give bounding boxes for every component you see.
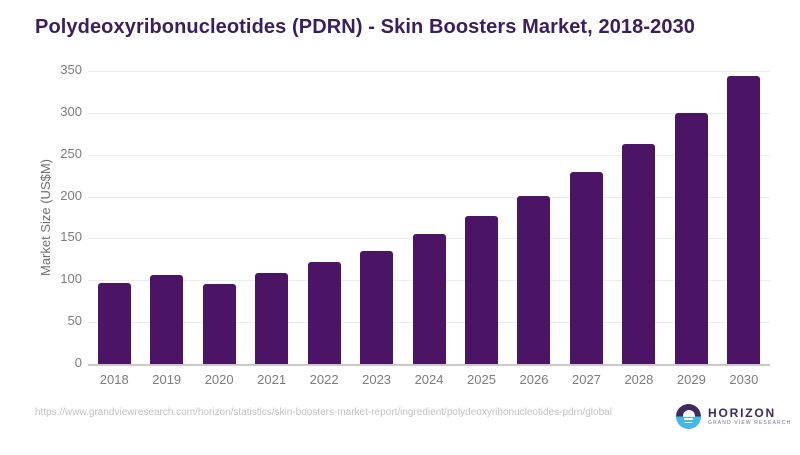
bar-slot-2025 [455, 71, 507, 364]
gridline-200 [88, 196, 770, 198]
x-tick-label-2024: 2024 [414, 372, 444, 387]
bar-2027 [569, 172, 603, 364]
bar-2029 [674, 112, 708, 364]
bar-slot-2018 [88, 71, 140, 364]
bar-slot-2024 [403, 71, 455, 364]
logo-name: HORIZON [708, 405, 776, 420]
gridline-300 [88, 112, 770, 114]
x-tick-label-2028: 2028 [624, 372, 654, 387]
y-tick-label-100: 100 [60, 271, 82, 287]
y-tick-label-50: 50 [67, 313, 82, 329]
y-tick-label-250: 250 [60, 145, 82, 161]
x-tick-label-2023: 2023 [362, 372, 392, 387]
logo-subtitle: GRAND VIEW RESEARCH [708, 419, 792, 426]
gridline-350 [88, 71, 770, 72]
x-tick-label-2022: 2022 [309, 372, 339, 387]
bar-slot-2028 [613, 71, 665, 364]
bar-2028 [622, 143, 656, 364]
bar-slot-2019 [140, 71, 192, 364]
bar-2019 [150, 275, 184, 364]
bar-2022 [307, 261, 341, 364]
x-tick-label-2020: 2020 [204, 372, 234, 387]
x-tick-label-2029: 2029 [676, 372, 706, 387]
bar-slot-2029 [665, 71, 717, 364]
x-tick-label-2027: 2027 [571, 372, 601, 387]
bar-2020 [202, 283, 236, 364]
bars [88, 71, 770, 364]
y-tick-label-150: 150 [60, 229, 82, 245]
gridline-250 [88, 154, 770, 156]
x-tick-label-2018: 2018 [99, 372, 129, 387]
bar-2021 [255, 272, 289, 364]
bar-2030 [727, 76, 761, 364]
bar-2023 [360, 251, 394, 364]
y-tick-label-0: 0 [74, 355, 82, 370]
x-tick-label-2019: 2019 [152, 372, 182, 387]
bar-slot-2026 [508, 71, 560, 364]
x-axis-labels: 2018 2019 2020 2021 2022 2023 2024 2025 2026 2027… [88, 372, 770, 387]
bar-2026 [517, 195, 551, 364]
y-tick-label-300: 300 [60, 103, 82, 119]
x-tick-label-2021: 2021 [257, 372, 287, 387]
y-axis-ticks: 0 50 100 150 200 250 300 350 [0, 62, 82, 370]
horizon-sunset-circle-icon [676, 404, 701, 429]
bar-slot-2022 [298, 71, 350, 364]
bar-slot-2020 [193, 71, 245, 364]
x-tick-label-2030: 2030 [729, 372, 759, 387]
y-tick-label-350: 350 [60, 62, 82, 77]
logo-waves-shape [684, 418, 693, 420]
bar-2025 [465, 215, 499, 364]
bar-slot-2027 [560, 71, 612, 364]
bar-2024 [412, 234, 446, 364]
logo-text: HORIZON GRAND VIEW RESEARCH [708, 405, 792, 427]
x-tick-label-2026: 2026 [519, 372, 549, 387]
horizon-logo: HORIZON GRAND VIEW RESEARCH [676, 404, 791, 429]
bar-2018 [97, 282, 131, 364]
source-url: https://www.grandviewresearch.com/horizo… [35, 407, 612, 418]
bar-slot-2021 [245, 71, 297, 364]
chart-title: Polydeoxyribonucleotides (PDRN) - Skin B… [35, 16, 696, 38]
bar-slot-2030 [718, 71, 770, 364]
x-tick-label-2025: 2025 [467, 372, 496, 387]
plot-area [88, 71, 770, 366]
bar-slot-2023 [350, 71, 402, 364]
logo-arch-shape [682, 409, 695, 417]
y-tick-label-200: 200 [60, 187, 82, 203]
